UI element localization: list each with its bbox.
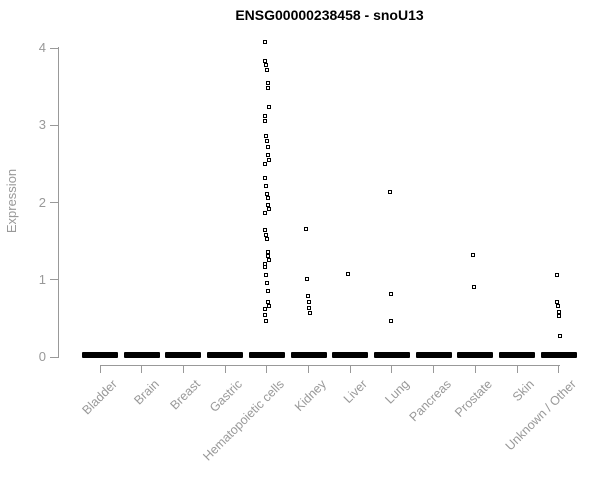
data-point (556, 304, 560, 308)
x-tick (266, 365, 268, 373)
data-point (306, 300, 311, 305)
zero-cluster-dash (540, 352, 577, 358)
x-tick (308, 365, 309, 373)
data-point (265, 144, 270, 149)
data-point (263, 175, 268, 180)
data-point (305, 276, 310, 281)
data-point (263, 118, 268, 123)
y-tick (50, 124, 58, 126)
y-tick-label: 4 (38, 40, 46, 55)
data-point (389, 319, 394, 324)
data-point (558, 334, 563, 339)
data-point (388, 292, 393, 297)
y-tick (50, 279, 58, 281)
y-tick (50, 202, 58, 203)
data-point (263, 228, 268, 233)
data-point (264, 67, 269, 72)
data-point (387, 189, 392, 194)
data-point (471, 284, 476, 289)
data-point (305, 293, 310, 298)
zero-cluster-dash (82, 352, 118, 358)
zero-cluster-dash (165, 352, 202, 358)
y-tick-label: 0 (38, 349, 46, 364)
zero-cluster-dash (373, 352, 410, 358)
x-tick (99, 365, 101, 373)
y-axis-title: Expression (4, 168, 19, 234)
data-point (265, 195, 270, 200)
data-point (557, 314, 562, 319)
zero-cluster-dash (290, 352, 327, 358)
data-point (264, 236, 269, 241)
data-point (304, 226, 309, 231)
data-point (265, 80, 270, 85)
data-point (262, 39, 267, 44)
y-tick-label: 2 (38, 194, 46, 210)
y-tick (50, 356, 58, 358)
data-point (346, 271, 351, 276)
data-point (262, 210, 267, 215)
x-tick (516, 365, 518, 373)
data-point (266, 304, 271, 308)
data-point (266, 206, 271, 211)
data-point (555, 300, 560, 305)
data-point (471, 253, 476, 258)
data-point (307, 305, 312, 310)
zero-cluster-dash (248, 352, 285, 358)
y-tick-label: 1 (38, 271, 46, 287)
data-point (264, 138, 269, 143)
zero-cluster-dash (332, 352, 369, 358)
data-point (266, 253, 271, 258)
data-point (262, 161, 267, 166)
x-tick-label: Unknown / Other (502, 377, 579, 454)
data-point (266, 300, 271, 305)
data-point (554, 273, 559, 278)
data-point (265, 288, 270, 293)
x-tick (433, 365, 435, 373)
data-point (264, 62, 269, 67)
x-tick (349, 365, 351, 373)
data-point (262, 307, 267, 312)
data-point (264, 319, 269, 324)
data-point (264, 273, 269, 278)
x-axis-line (100, 365, 560, 366)
data-point (264, 192, 269, 196)
x-tick (391, 365, 393, 373)
data-point (263, 312, 268, 317)
chart-title: ENSG00000238458 - snoU13 (235, 7, 424, 23)
data-point (264, 134, 269, 139)
data-point (266, 104, 271, 109)
data-point (266, 158, 271, 162)
data-point (262, 261, 267, 266)
y-tick-label: 3 (38, 117, 46, 133)
data-point (266, 86, 271, 91)
x-tick (474, 365, 476, 373)
data-point (264, 184, 269, 189)
zero-cluster-dash (415, 352, 452, 358)
y-axis-line (57, 47, 59, 358)
data-point (556, 310, 561, 315)
data-point (264, 280, 269, 285)
zero-cluster-dash (457, 352, 494, 358)
data-point (264, 232, 269, 237)
zero-cluster-dash (499, 352, 535, 358)
data-point (266, 257, 271, 262)
data-point (266, 153, 271, 158)
x-tick (182, 365, 184, 373)
x-tick (224, 365, 226, 373)
data-point (266, 202, 271, 207)
zero-cluster-dash (123, 352, 160, 358)
x-tick (141, 365, 143, 373)
data-point (262, 113, 267, 118)
data-point (265, 249, 270, 254)
data-point (263, 59, 268, 64)
data-point (307, 310, 312, 315)
x-tick (558, 365, 560, 373)
y-tick (50, 47, 58, 49)
zero-cluster-dash (207, 352, 244, 358)
data-point (263, 265, 268, 270)
